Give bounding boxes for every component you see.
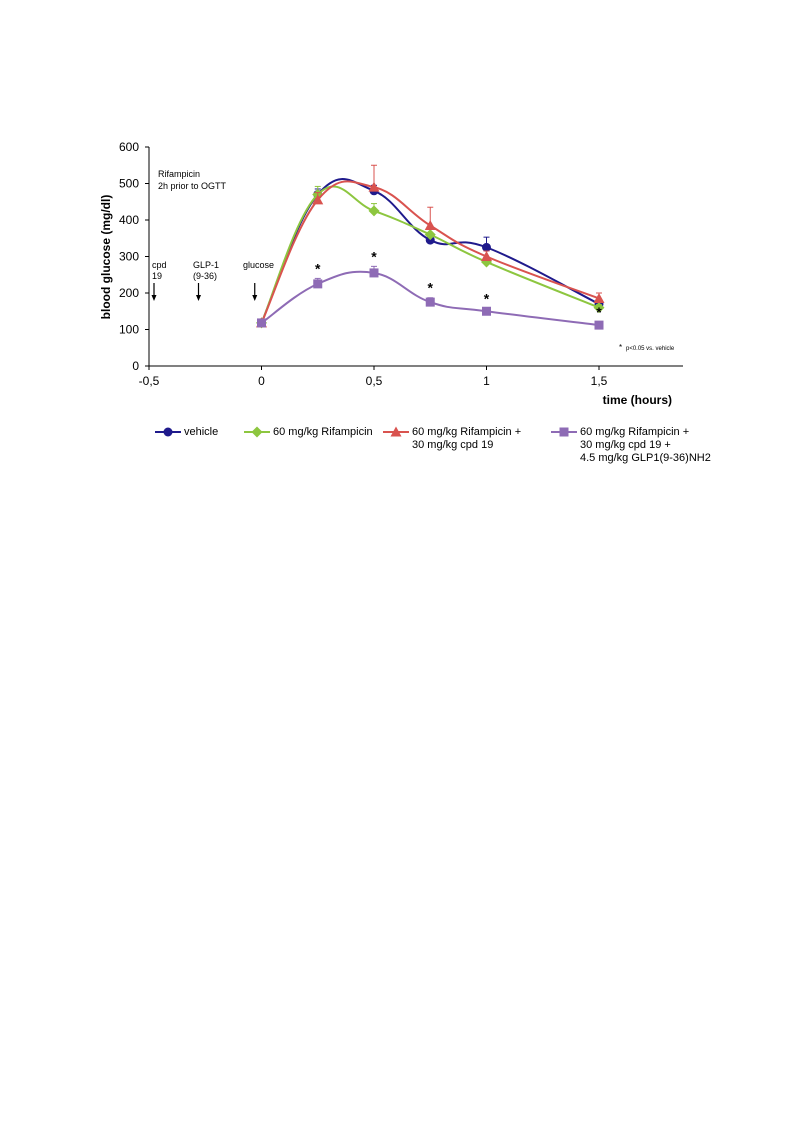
legend-label: 60 mg/kg Rifampicin + 30 mg/kg cpd 19: [412, 426, 522, 451]
data-point: [368, 205, 380, 217]
blood-glucose-chart: blood glucose (mg/dl) time (hours) 0 100 2…: [99, 140, 683, 407]
y-tick-label: 400: [119, 213, 139, 227]
legend-swatch: [383, 426, 409, 437]
legend-swatch-marker: [390, 426, 402, 437]
y-tick-label: 500: [119, 177, 139, 191]
significance-star: *: [428, 280, 434, 296]
legend-item: 60 mg/kg Rifampicin: [244, 426, 373, 439]
data-point: [593, 302, 605, 314]
series-line: [260, 180, 600, 324]
significance-star: *: [371, 248, 377, 264]
data-point: [424, 229, 436, 241]
y-tick-label: 600: [119, 140, 139, 154]
data-point: [482, 242, 491, 252]
significance-note-text: p<0.05 vs. vehicle: [626, 346, 675, 352]
y-tick-label: 200: [119, 286, 139, 300]
legend-swatch-marker: [251, 426, 263, 438]
cpd19-arrow-head: [151, 295, 157, 301]
significance-star: *: [315, 260, 321, 276]
glp1-label: GLP-1: [193, 260, 219, 270]
legend-label: 60 mg/kg Rifampicin + 30 mg/kg cpd 19 + …: [580, 426, 711, 464]
legend-label: vehicle: [184, 426, 219, 438]
rifampicin-annotation: Rifampicin: [158, 169, 200, 179]
chart-legend: vehicle 60 mg/kg Rifampicin 60 mg/kg Rifam…: [0, 426, 793, 486]
legend-swatch: [244, 426, 270, 438]
y-axis-label: blood glucose (mg/dl): [99, 195, 113, 320]
glp1-label: (9-36): [193, 271, 217, 281]
y-tick-label: 100: [119, 323, 139, 337]
legend-swatch: [155, 427, 181, 437]
legend-label: 60 mg/kg Rifampicin: [273, 426, 373, 438]
legend-swatch: [551, 427, 577, 437]
data-point: [257, 318, 266, 328]
series-line: [260, 270, 600, 327]
cpd19-label: cpd: [152, 260, 167, 270]
significance-star: *: [596, 304, 602, 320]
data-point: [369, 268, 379, 278]
data-point: [593, 292, 605, 303]
glp1-arrow-head: [196, 295, 201, 301]
x-axis-label: time (hours): [603, 393, 672, 407]
y-tick-label: 300: [119, 250, 139, 264]
data-point: [313, 279, 323, 289]
data-point: [594, 320, 604, 330]
significance-star: *: [484, 290, 490, 306]
series-line: [260, 185, 600, 324]
legend-swatch-marker: [559, 427, 569, 437]
data-point: [482, 306, 491, 316]
y-tick-label: 0: [132, 359, 139, 373]
x-tick-label: 1,5: [591, 374, 608, 388]
data-point: [481, 251, 492, 261]
x-tick-label: -0,5: [139, 374, 160, 388]
x-tick-label: 1: [483, 374, 490, 388]
data-point: [368, 181, 380, 192]
data-point: [425, 297, 435, 307]
series-3: [257, 265, 604, 330]
glucose-label: glucose: [243, 260, 274, 270]
data-point: [312, 194, 324, 205]
x-tick-label: 0: [258, 374, 265, 388]
cpd19-label: 19: [152, 271, 162, 281]
legend-item: vehicle: [155, 426, 218, 439]
data-point: [424, 219, 436, 230]
legend-swatch-marker: [163, 427, 173, 437]
x-tick-label: 0,5: [366, 374, 383, 388]
significance-note-star: *: [619, 343, 622, 352]
legend-item: 60 mg/kg Rifampicin + 30 mg/kg cpd 19: [383, 426, 521, 452]
glucose-arrow-head: [252, 295, 258, 301]
rifampicin-annotation: 2h prior to OGTT: [158, 181, 227, 191]
legend-item: 60 mg/kg Rifampicin + 30 mg/kg cpd 19 + …: [551, 426, 711, 465]
